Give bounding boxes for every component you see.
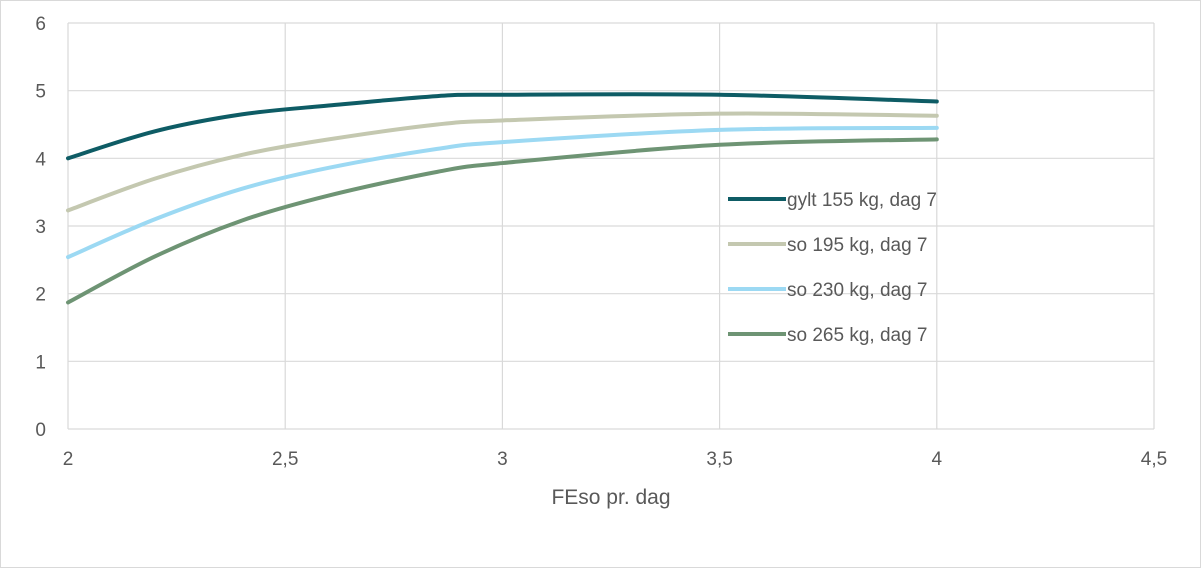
x-tick-label: 3,5 [706, 449, 732, 470]
y-tick-label: 3 [35, 217, 46, 238]
legend-label: so 195 kg, dag 7 [787, 235, 928, 256]
y-tick-label: 1 [35, 352, 46, 373]
legend-item: so 195 kg, dag 7 [728, 235, 928, 256]
legend-label: so 265 kg, dag 7 [787, 325, 928, 346]
legend-item: so 230 kg, dag 7 [728, 280, 928, 301]
legend-label: gylt 155 kg, dag 7 [787, 190, 937, 211]
legend: gylt 155 kg, dag 7 so 195 kg, dag 7 so 230… [728, 190, 937, 346]
series-line-3 [66, 125, 939, 260]
x-axis-tick-labels: 2 2,5 3 3,5 4 4,5 [63, 449, 1168, 470]
legend-item: gylt 155 kg, dag 7 [728, 190, 937, 211]
y-tick-label: 4 [35, 149, 46, 170]
series-line-2 [66, 111, 939, 213]
y-tick-label: 2 [35, 285, 46, 306]
x-tick-label: 3 [497, 449, 508, 470]
series-lines [66, 92, 939, 305]
x-tick-label: 2 [63, 449, 74, 470]
y-tick-label: 5 [35, 82, 46, 103]
series-line-1 [66, 92, 939, 161]
y-axis-tick-labels: 0 1 2 3 4 5 6 [35, 14, 46, 441]
legend-item: so 265 kg, dag 7 [728, 325, 928, 346]
series-line-4 [66, 137, 939, 305]
x-axis-title: FEso pr. dag [551, 486, 670, 509]
x-tick-label: 2,5 [272, 449, 298, 470]
x-tick-label: 4,5 [1141, 449, 1167, 470]
y-tick-label: 6 [35, 14, 46, 35]
x-tick-label: 4 [932, 449, 943, 470]
gridlines [67, 22, 1155, 430]
y-tick-label: 0 [35, 420, 46, 441]
legend-label: so 230 kg, dag 7 [787, 280, 928, 301]
